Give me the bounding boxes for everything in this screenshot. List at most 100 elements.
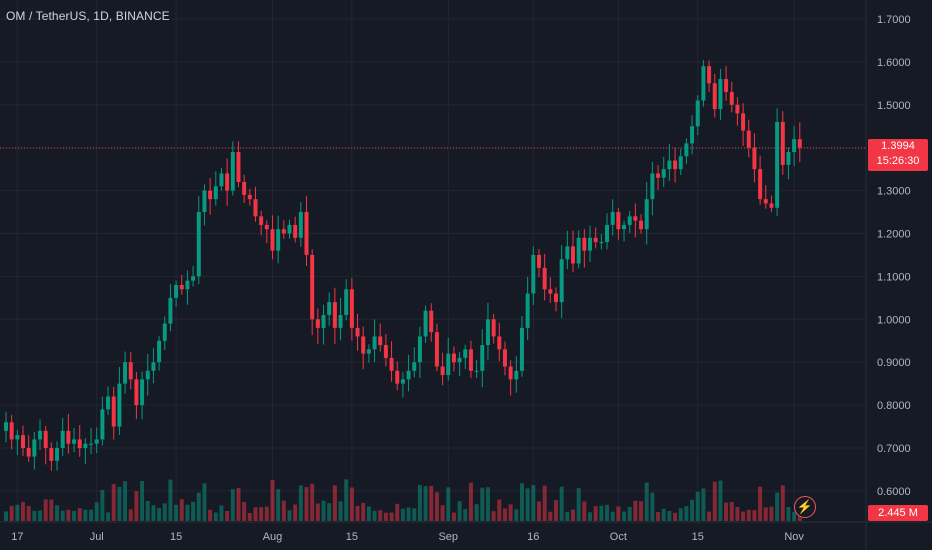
volume-bar (571, 509, 575, 521)
volume-bar (565, 511, 570, 521)
volume-bar (695, 491, 700, 521)
volume-bar (230, 489, 235, 521)
volume-bar (616, 506, 621, 521)
volume-bar (519, 483, 524, 521)
volume-bar (128, 509, 133, 521)
candle-body (117, 383, 122, 427)
volume-bar (372, 510, 377, 521)
volume-bar (287, 510, 292, 521)
volume-bar (593, 506, 598, 521)
candle-body (293, 224, 298, 238)
volume-bar (315, 503, 320, 521)
candle-body (576, 237, 581, 264)
volume-bar (656, 512, 661, 521)
candle-body (661, 169, 666, 178)
volume-bar (151, 505, 156, 521)
candle-body (582, 237, 587, 251)
volume-bar (293, 504, 298, 521)
candle-body (145, 370, 150, 380)
candle-body (15, 435, 20, 440)
volume-bar (395, 503, 400, 521)
volume-bar (21, 502, 26, 521)
candle-body (230, 151, 235, 191)
bar-countdown: 15:26:30 (876, 155, 920, 167)
candle-body (43, 430, 48, 448)
candle-body (718, 79, 723, 110)
candle-body (298, 212, 303, 238)
candle-body (502, 349, 507, 367)
candle-body (423, 310, 428, 337)
volume-bar (718, 480, 723, 521)
candle-body (72, 439, 77, 444)
volume-bar (100, 489, 105, 521)
candle-body (389, 357, 394, 371)
candle-body (797, 139, 802, 148)
volume-bar (463, 509, 468, 521)
candle-body (571, 246, 575, 264)
volume-bar (650, 492, 655, 521)
volume-bar (735, 506, 740, 521)
volume-bar (678, 508, 683, 521)
volume-bars (4, 479, 802, 521)
candle-body (468, 349, 473, 371)
candle-body (338, 315, 343, 328)
candle-body (735, 104, 740, 114)
candle-body (242, 182, 247, 195)
volume-bar (548, 511, 553, 521)
volume-bar (361, 502, 366, 521)
volume-bar (270, 479, 275, 521)
candle-body (140, 379, 145, 406)
candle-body (38, 430, 43, 440)
price-tick-label: 1.2000 (877, 229, 911, 241)
price-axis[interactable]: 1.70001.60001.50001.40001.30001.20001.10… (865, 0, 911, 550)
time-tick-label: 16 (527, 531, 539, 543)
volume-bar (553, 500, 558, 521)
candle-body (174, 284, 179, 298)
candle-body (332, 302, 337, 328)
candle-body (627, 216, 632, 225)
candle-body (792, 139, 797, 152)
volume-bar (712, 481, 717, 521)
volume-bar (140, 480, 145, 521)
volume-bar (423, 486, 428, 521)
candle-body (77, 439, 82, 448)
volume-bar (338, 501, 343, 521)
candle-body (412, 362, 417, 371)
volume-bar (525, 488, 530, 521)
candle-body (321, 315, 326, 328)
volume-bar (9, 505, 14, 521)
volume-bar (508, 504, 513, 521)
volume-bar (446, 487, 451, 521)
volume-bar (667, 510, 672, 521)
candle-body (281, 229, 286, 234)
last-price-value: 1.3994 (881, 140, 915, 152)
candle-body (247, 194, 252, 200)
volume-bar (196, 492, 201, 521)
candle-body (752, 147, 757, 170)
volume-bar (406, 507, 411, 521)
volume-bar (440, 505, 445, 521)
volume-bar (77, 508, 82, 521)
candle-body (83, 443, 88, 448)
candle-body (446, 353, 451, 376)
candle-body (746, 130, 751, 148)
candle-body (701, 66, 706, 101)
candle-body (60, 430, 65, 448)
volume-bar (60, 510, 65, 521)
candle-body (185, 280, 190, 290)
candle-body (525, 293, 530, 328)
volume-bar (633, 500, 638, 521)
volume-bar (491, 511, 496, 521)
flash-button[interactable]: ⚡ (794, 496, 816, 518)
volume-bar (434, 492, 439, 521)
time-axis[interactable]: 17 Jul 15 Aug 15 Sep 16 Oct 15 Nov (0, 521, 932, 543)
price-tick-label: 1.1000 (877, 271, 911, 283)
candle-body (474, 370, 479, 372)
volume-bar (43, 499, 48, 521)
candle-body (383, 345, 388, 358)
candle-body (208, 190, 213, 200)
volume-bar (412, 508, 417, 521)
volume-bar (457, 501, 462, 521)
volume-bar (378, 510, 383, 521)
